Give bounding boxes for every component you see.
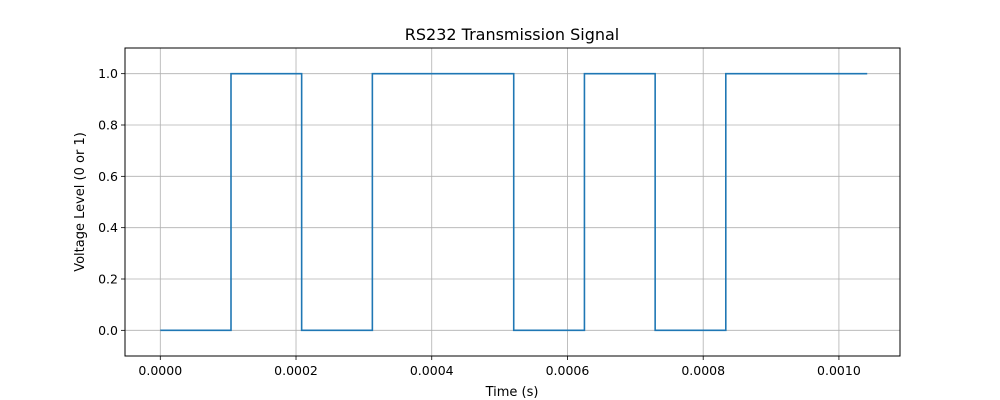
x-axis-label: Time (s) (485, 385, 539, 400)
series-line (160, 72, 868, 332)
y-tick-label: 0.6 (98, 169, 118, 184)
x-tick-label: 0.0006 (546, 363, 590, 378)
series-layer (160, 72, 868, 332)
y-axis-ticks: 0.0 0.2 0.4 0.6 0.8 1.0 (98, 66, 125, 338)
x-tick-label: 0.0004 (410, 363, 454, 378)
x-axis-ticks: 0.0000 0.0002 0.0004 0.0006 0.0008 0.0010 (138, 356, 861, 378)
chart-title: RS232 Transmission Signal (405, 25, 620, 44)
y-tick-label: 0.2 (98, 272, 118, 287)
x-tick-label: 0.0000 (138, 363, 182, 378)
plot-frame (124, 47, 901, 357)
grid (125, 48, 900, 356)
y-tick-label: 0.4 (98, 220, 118, 235)
x-tick-label: 0.0002 (274, 363, 318, 378)
y-tick-label: 0.8 (98, 118, 118, 133)
y-axis-label: Voltage Level (0 or 1) (73, 132, 88, 272)
y-tick-label: 1.0 (98, 66, 118, 81)
x-tick-label: 0.0008 (681, 363, 725, 378)
x-tick-label: 0.0010 (817, 363, 861, 378)
y-tick-label: 0.0 (98, 323, 118, 338)
